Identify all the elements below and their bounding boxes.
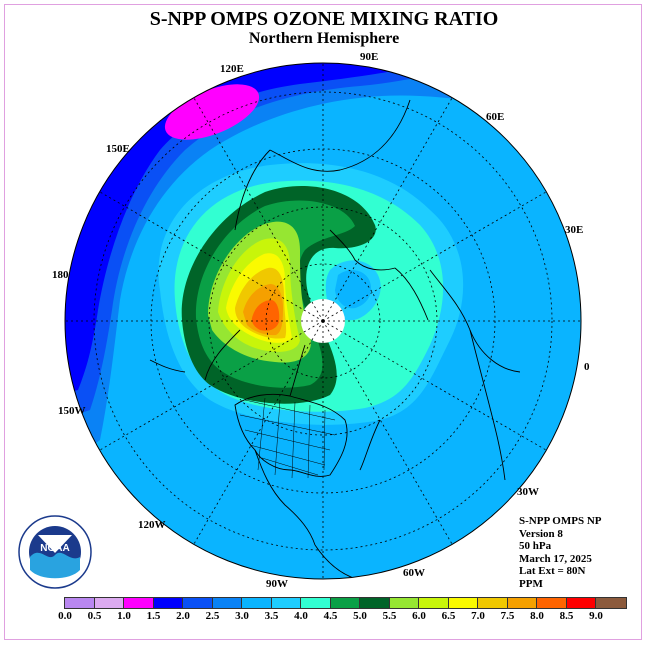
lon-label-180: 180 bbox=[52, 269, 69, 281]
colorbar-swatch bbox=[537, 598, 567, 608]
lon-label-30w: 30W bbox=[517, 486, 539, 498]
colorbar-tick-label: 8.5 bbox=[559, 610, 574, 622]
info-line: S-NPP OMPS NP bbox=[519, 515, 602, 527]
colorbar-swatch bbox=[153, 598, 183, 608]
colorbar-swatch bbox=[301, 598, 331, 608]
colorbar-tick-label: 2.0 bbox=[176, 610, 190, 622]
longitude-labels: 90E 60E 30E 0 30W 60W 90W 120W 150W 180 … bbox=[52, 51, 590, 590]
lon-label-90w: 90W bbox=[266, 578, 288, 590]
colorbar-swatch bbox=[212, 598, 242, 608]
info-panel: S-NPP OMPS NP Version 8 50 hPa March 17,… bbox=[519, 515, 602, 590]
noaa-logo-text: NOAA bbox=[40, 543, 69, 554]
colorbar-swatch bbox=[478, 598, 508, 608]
lon-label-0: 0 bbox=[584, 361, 590, 373]
lon-label-90e: 90E bbox=[360, 51, 378, 63]
colorbar-swatch bbox=[389, 598, 419, 608]
colorbar-tick-label: 6.5 bbox=[441, 610, 456, 622]
colorbar-swatch bbox=[242, 598, 272, 608]
colorbar bbox=[64, 597, 627, 609]
colorbar-swatch bbox=[507, 598, 537, 608]
colorbar-swatch bbox=[94, 598, 124, 608]
colorbar-swatch bbox=[183, 598, 213, 608]
colorbar-swatch bbox=[124, 598, 154, 608]
info-line: March 17, 2025 bbox=[519, 552, 592, 565]
noaa-logo: NOAA bbox=[18, 515, 92, 589]
colorbar-swatch bbox=[419, 598, 449, 608]
colorbar-ticks: 0.0 0.5 1.0 1.5 2.0 2.5 3.0 3.5 4.0 4.5 5.0 5.5 6.0 6… bbox=[48, 610, 608, 624]
colorbar-tick-label: 5.5 bbox=[382, 610, 397, 622]
colorbar-tick-label: 4.0 bbox=[294, 610, 308, 622]
ozone-field bbox=[65, 63, 581, 579]
us-states bbox=[239, 397, 336, 479]
colorbar-tick-label: 0.0 bbox=[58, 610, 72, 622]
meridians bbox=[65, 63, 581, 579]
page-subtitle: Northern Hemisphere bbox=[248, 30, 400, 47]
lon-label-120w: 120W bbox=[138, 519, 166, 531]
colorbar-tick-label: 6.0 bbox=[412, 610, 426, 622]
colorbar-tick-label: 7.0 bbox=[471, 610, 485, 622]
colorbar-tick-label: 8.0 bbox=[530, 610, 544, 622]
lon-label-150w: 150W bbox=[58, 405, 86, 417]
lon-label-30e: 30E bbox=[565, 224, 583, 236]
map-border bbox=[64, 62, 582, 580]
colorbar-swatch bbox=[65, 598, 95, 608]
colorbar-swatch bbox=[271, 598, 301, 608]
colorbar-tick-label: 1.0 bbox=[117, 610, 131, 622]
colorbar-tick-label: 0.5 bbox=[87, 610, 102, 622]
plot-frame bbox=[4, 4, 642, 640]
colorbar-swatch bbox=[448, 598, 478, 608]
info-line: 50 hPa bbox=[519, 540, 552, 552]
colorbar-swatch bbox=[566, 598, 596, 608]
lon-label-120e: 120E bbox=[220, 63, 244, 75]
colorbar-tick-label: 2.5 bbox=[205, 610, 220, 622]
info-line: Lat Ext = 80N bbox=[519, 565, 586, 577]
info-line: Version 8 bbox=[519, 527, 563, 540]
colorbar-swatch bbox=[330, 598, 360, 608]
colorbar-tick-label: 5.0 bbox=[353, 610, 367, 622]
colorbar-tick-label: 9.0 bbox=[589, 610, 603, 622]
lon-label-60w: 60W bbox=[403, 567, 425, 579]
lon-label-60e: 60E bbox=[486, 111, 504, 123]
info-line: PPM bbox=[519, 577, 543, 590]
colorbar-tick-label: 3.5 bbox=[264, 610, 279, 622]
lon-label-150e: 150E bbox=[106, 143, 130, 155]
coastlines bbox=[149, 99, 521, 579]
colorbar-tick-label: 3.0 bbox=[235, 610, 249, 622]
colorbar-tick-label: 4.5 bbox=[323, 610, 338, 622]
colorbar-swatch bbox=[360, 598, 390, 608]
colorbar-tick-label: 1.5 bbox=[146, 610, 161, 622]
page-title: S-NPP OMPS OZONE MIXING RATIO bbox=[149, 8, 499, 30]
colorbar-tick-label: 7.5 bbox=[500, 610, 515, 622]
colorbar-swatch bbox=[596, 598, 626, 608]
